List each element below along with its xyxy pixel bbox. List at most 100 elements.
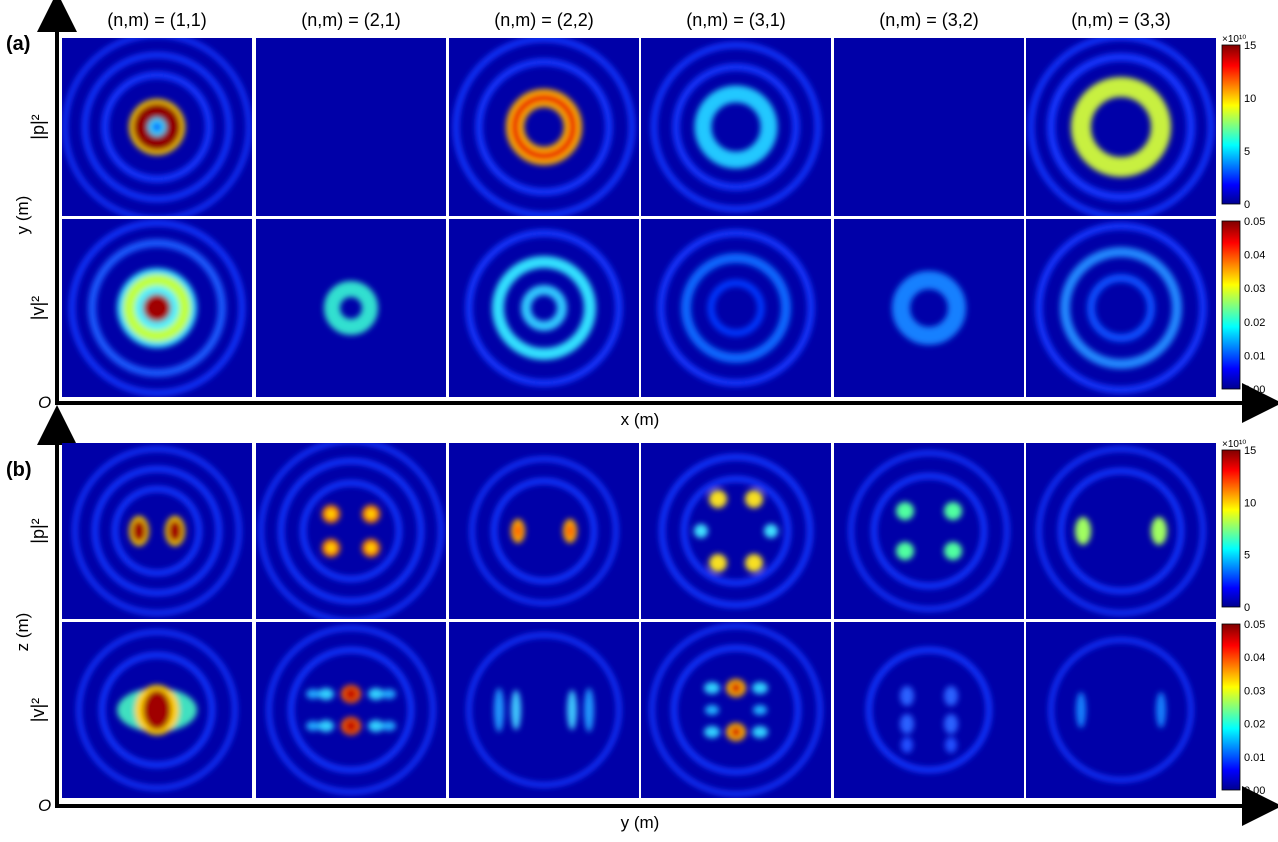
- panel-bg: [449, 622, 639, 798]
- colorbar-tick-label: 5: [1244, 550, 1250, 562]
- field-panel: [1026, 622, 1216, 798]
- field-lobe: [944, 542, 962, 560]
- field-ring: [659, 454, 813, 608]
- field-ring: [848, 450, 1010, 612]
- field-ring: [1087, 274, 1155, 342]
- panel-bg: [256, 219, 446, 397]
- colorbar-tick-label: 0.02: [1244, 317, 1265, 329]
- colorbar-tick-label: 15: [1244, 40, 1256, 52]
- field-panel: [256, 38, 446, 216]
- colorbar: [1221, 623, 1241, 791]
- panel-bg: [834, 38, 1024, 216]
- field-ring: [62, 38, 252, 216]
- field-lobe: [584, 688, 594, 732]
- field-lobe: [345, 688, 357, 700]
- field-lobe: [944, 686, 958, 706]
- field-pattern: [848, 450, 1010, 612]
- field-lobe: [944, 714, 958, 734]
- field-panel: [62, 622, 252, 798]
- field-ring: [466, 632, 622, 788]
- column-header: (n,m) = (1,1): [107, 10, 207, 30]
- panel-bg: [834, 219, 1024, 397]
- field-lobe: [382, 721, 396, 731]
- colorbar-tick-label: 0: [1244, 199, 1250, 211]
- field-panel: [449, 219, 639, 397]
- field-ring: [1048, 637, 1194, 783]
- panel-label: (a): [6, 33, 30, 55]
- field-lobe: [705, 705, 719, 715]
- y-axis-label: z (m): [13, 613, 32, 652]
- panel-bg: [256, 38, 446, 216]
- field-pattern: [72, 446, 242, 616]
- origin-label: O: [38, 393, 51, 412]
- panel-bg: [449, 443, 639, 619]
- colorbar-tick-label: 0.00: [1244, 785, 1265, 797]
- panel-bg: [641, 219, 831, 397]
- colorbar-tick-label: 0.05: [1244, 619, 1265, 631]
- field-lobe: [327, 544, 335, 552]
- panel-bg: [449, 219, 639, 397]
- field-pattern: [659, 454, 813, 608]
- field-lobe: [694, 524, 708, 538]
- field-lobe: [901, 737, 913, 753]
- field-ring: [1060, 247, 1182, 369]
- field-lobe: [704, 682, 720, 694]
- colorbar-tick-label: 0: [1244, 602, 1250, 614]
- field-pattern: [465, 229, 623, 387]
- field-panel: [834, 622, 1024, 798]
- field-ring: [465, 229, 623, 387]
- field-ring: [266, 625, 436, 795]
- colorbar-tick-label: 10: [1244, 93, 1256, 105]
- field-lobe: [745, 554, 763, 572]
- y-axis-label: y (m): [13, 196, 32, 235]
- field-ring: [88, 239, 226, 377]
- field-pattern: [324, 281, 378, 335]
- field-lobe: [514, 524, 522, 538]
- field-ring: [82, 52, 232, 202]
- field-ring: [92, 466, 222, 596]
- field-lobe: [731, 683, 741, 693]
- field-pattern: [469, 456, 619, 606]
- colorbar-tick-label: 0.02: [1244, 719, 1265, 731]
- field-ring: [99, 652, 215, 768]
- column-header: (n,m) = (3,3): [1071, 10, 1171, 30]
- field-ring: [300, 480, 402, 582]
- field-ring: [892, 271, 966, 345]
- field-panel: [834, 443, 1024, 619]
- field-lobe: [1156, 692, 1166, 728]
- field-pattern: [266, 625, 436, 795]
- field-ring: [1035, 222, 1207, 394]
- axes: [37, 0, 1278, 826]
- field-lobe: [752, 726, 768, 738]
- field-ring: [112, 486, 202, 576]
- colorbar-tick-label: 0.03: [1244, 283, 1265, 295]
- field-panel: [449, 38, 639, 216]
- field-panel: [1026, 219, 1216, 397]
- field-lobe: [944, 502, 962, 520]
- field-lobe: [900, 714, 914, 734]
- field-lobe: [900, 686, 914, 706]
- field-ring: [649, 623, 823, 797]
- field-lobe: [752, 682, 768, 694]
- field-lobe: [382, 689, 396, 699]
- field-panel: [641, 622, 831, 798]
- field-pattern: [453, 38, 635, 216]
- field-lobe: [494, 688, 504, 732]
- field-ring: [694, 85, 778, 169]
- field-ring: [521, 285, 567, 331]
- field-pattern: [892, 271, 966, 345]
- field-ring: [1058, 468, 1184, 594]
- field-lobe: [745, 490, 763, 508]
- field-ring: [681, 253, 791, 363]
- panel-bg: [834, 443, 1024, 619]
- colorbar-tick-label: 0.03: [1244, 685, 1265, 697]
- field-pattern: [466, 632, 622, 788]
- field-ring: [469, 456, 619, 606]
- colorbar-tick-label: 0.04: [1244, 652, 1265, 664]
- field-lobe: [318, 720, 334, 732]
- field-pattern: [649, 623, 823, 797]
- field-lobe: [168, 520, 182, 542]
- field-lobe: [709, 490, 727, 508]
- column-header: (n,m) = (2,2): [494, 10, 594, 30]
